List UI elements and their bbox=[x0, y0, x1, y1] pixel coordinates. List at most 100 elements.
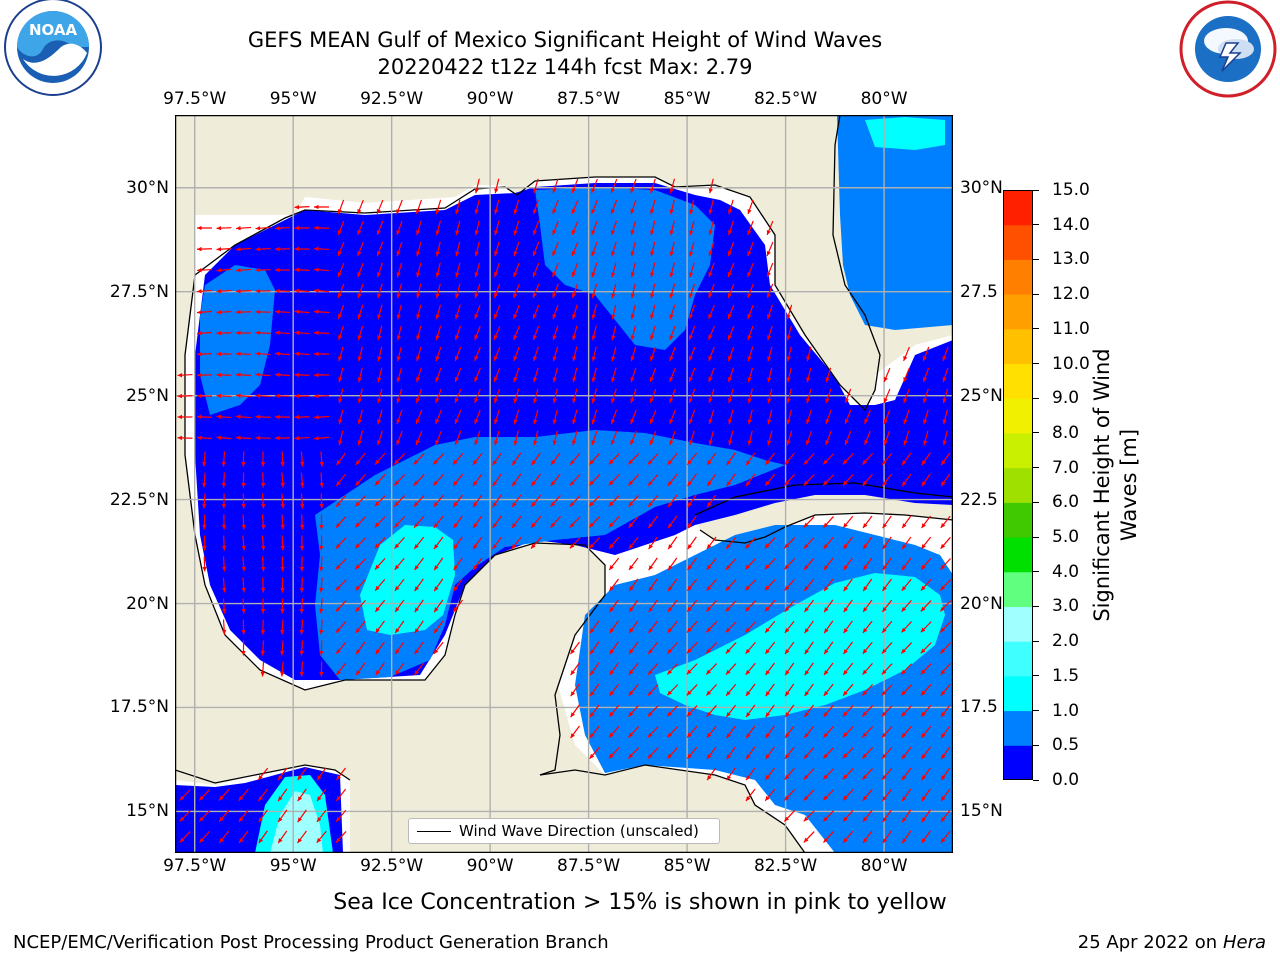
wind-arrow bbox=[294, 414, 310, 420]
wind-arrow bbox=[261, 535, 266, 551]
wind-arrow bbox=[414, 578, 424, 592]
wind-arrow bbox=[667, 578, 678, 592]
wind-arrow bbox=[472, 473, 483, 487]
wind-arrow bbox=[241, 577, 246, 593]
wind-arrow bbox=[588, 474, 601, 486]
wind-arrow bbox=[764, 641, 776, 655]
colorbar-tick bbox=[1033, 397, 1039, 399]
wind-arrow bbox=[260, 640, 266, 656]
wind-arrow bbox=[533, 367, 539, 383]
wind-arrow bbox=[630, 199, 637, 215]
wind-arrow bbox=[881, 726, 893, 738]
wind-arrow bbox=[647, 494, 659, 508]
wind-arrow bbox=[280, 556, 285, 572]
wind-arrow bbox=[591, 178, 598, 194]
wind-arrow bbox=[357, 220, 364, 236]
wind-arrow bbox=[319, 493, 324, 509]
wind-arrow bbox=[414, 557, 424, 571]
wind-arrow bbox=[688, 304, 696, 320]
wind-arrow bbox=[313, 225, 330, 231]
wind-arrow bbox=[727, 283, 735, 299]
wind-arrow bbox=[513, 283, 520, 299]
colorbar-tick-label: 10.0 bbox=[1052, 353, 1090, 374]
wind-arrow bbox=[744, 621, 757, 633]
wind-arrow bbox=[235, 288, 252, 294]
wind-arrow bbox=[396, 220, 403, 236]
wind-arrow bbox=[432, 453, 445, 465]
wind-arrow bbox=[235, 226, 252, 231]
wind-arrow bbox=[453, 515, 463, 529]
wind-arrow bbox=[727, 346, 735, 362]
wind-arrow bbox=[783, 558, 796, 570]
wind-arrow bbox=[726, 725, 736, 739]
wind-arrow bbox=[666, 705, 679, 717]
wind-arrow bbox=[435, 199, 442, 215]
wind-arrow bbox=[552, 283, 559, 299]
wind-arrow bbox=[667, 494, 678, 508]
wind-arrow bbox=[492, 452, 502, 466]
wind-arrow bbox=[920, 725, 932, 739]
wind-arrow bbox=[920, 579, 932, 591]
wind-arrow bbox=[942, 388, 949, 404]
wind-arrow bbox=[901, 767, 912, 781]
wind-arrow bbox=[513, 367, 520, 383]
wind-arrow bbox=[901, 536, 912, 550]
wind-arrow bbox=[745, 452, 756, 466]
wind-arrow bbox=[806, 388, 812, 404]
colorbar-title-line2: Waves [m] bbox=[1117, 428, 1141, 542]
colorbar-segment bbox=[1003, 190, 1033, 226]
wind-arrow bbox=[357, 325, 364, 341]
wind-arrow bbox=[179, 831, 191, 843]
wind-arrow bbox=[591, 199, 598, 215]
wind-arrow bbox=[474, 325, 481, 341]
wind-arrow bbox=[589, 704, 600, 718]
wind-arrow bbox=[842, 453, 854, 465]
wind-arrow bbox=[589, 620, 600, 634]
wind-arrow bbox=[374, 474, 386, 486]
wind-arrow bbox=[628, 536, 639, 550]
wind-arrow bbox=[433, 620, 444, 634]
wind-arrow bbox=[786, 346, 792, 362]
wind-arrow bbox=[533, 388, 539, 404]
wind-arrow bbox=[669, 409, 676, 425]
lon-tick-label-top: 92.5°W bbox=[360, 89, 424, 109]
wind-arrow bbox=[764, 579, 776, 591]
wind-arrow bbox=[396, 367, 403, 383]
wind-arrow bbox=[920, 557, 932, 571]
wind-arrow bbox=[280, 640, 285, 656]
wind-arrow bbox=[494, 220, 500, 236]
wind-arrow bbox=[608, 578, 620, 592]
colorbar-segment bbox=[1003, 328, 1033, 365]
wind-arrow bbox=[396, 430, 403, 446]
wind-arrow bbox=[784, 452, 795, 466]
wind-arrow bbox=[357, 283, 364, 299]
wind-arrow bbox=[784, 641, 795, 655]
wind-arrow bbox=[708, 409, 715, 425]
wind-arrow bbox=[628, 641, 639, 655]
wind-arrow bbox=[783, 810, 796, 822]
wind-arrow bbox=[357, 262, 364, 278]
wind-arrow bbox=[591, 283, 598, 299]
wind-arrow bbox=[336, 767, 346, 781]
wind-arrow bbox=[822, 453, 835, 465]
wind-arrow bbox=[552, 262, 559, 278]
lon-tick-label-top: 97.5°W bbox=[163, 89, 227, 109]
wind-arrow bbox=[747, 388, 753, 404]
wind-arrow bbox=[198, 789, 211, 801]
wind-arrow bbox=[416, 346, 422, 362]
colorbar-tick bbox=[1033, 363, 1039, 365]
wind-arrow bbox=[196, 225, 213, 231]
wind-arrow bbox=[610, 178, 618, 194]
wind-arrow bbox=[277, 809, 288, 823]
wind-arrow bbox=[280, 535, 285, 551]
wind-arrow bbox=[571, 220, 579, 236]
colorbar-tick bbox=[1033, 328, 1039, 330]
wind-arrow bbox=[591, 220, 598, 236]
footer-left-credit: NCEP/EMC/Verification Post Processing Pr… bbox=[13, 932, 609, 953]
wind-arrow bbox=[433, 474, 444, 486]
wind-arrow bbox=[706, 578, 717, 592]
wind-arrow bbox=[767, 346, 773, 362]
wind-arrow bbox=[513, 388, 520, 404]
lon-tick-label-bottom: 92.5°W bbox=[360, 856, 424, 876]
wind-arrow bbox=[335, 473, 347, 487]
